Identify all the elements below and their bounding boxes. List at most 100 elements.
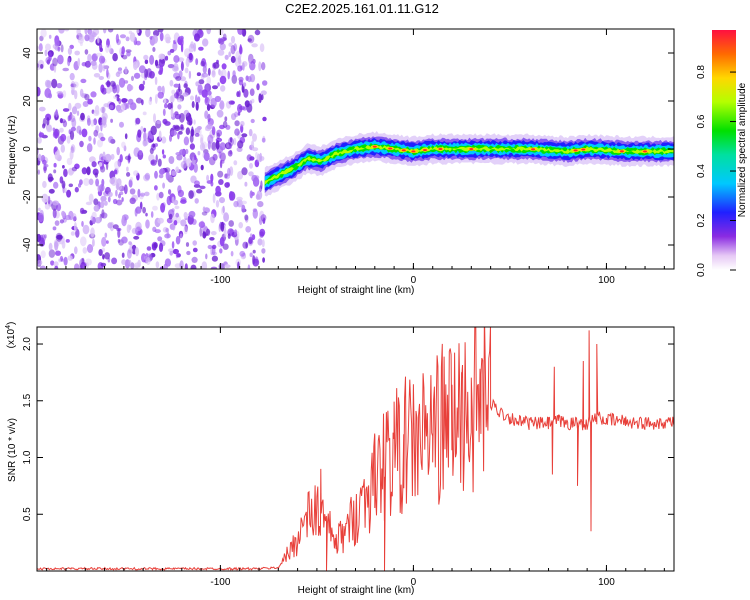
noise-blob — [212, 85, 218, 90]
snr-y-tick-label: 2.0 — [22, 337, 33, 351]
noise-blob — [38, 237, 45, 247]
noise-blob — [261, 248, 266, 254]
noise-blob — [102, 64, 106, 72]
noise-blob — [156, 120, 162, 125]
noise-blob — [202, 38, 209, 47]
snr-x-tick-label: 100 — [598, 577, 615, 588]
noise-blob — [61, 180, 66, 189]
noise-blob — [76, 110, 80, 116]
noise-blob — [220, 221, 225, 232]
noise-blob — [184, 67, 189, 74]
noise-blob — [162, 265, 168, 269]
noise-blob — [179, 233, 183, 239]
noise-blob — [123, 184, 128, 195]
snr-x-axis-label: Height of straight line (km) — [298, 585, 415, 596]
noise-blob — [92, 238, 95, 247]
noise-blob — [250, 118, 255, 124]
noise-blob — [93, 198, 99, 206]
noise-blob — [191, 101, 195, 108]
noise-blob — [211, 255, 218, 262]
noise-blob — [54, 39, 60, 47]
noise-blob — [52, 200, 59, 206]
noise-blob — [172, 65, 179, 72]
noise-blob — [95, 178, 99, 187]
noise-blob — [130, 262, 135, 269]
noise-blob — [238, 222, 243, 229]
noise-blob — [52, 127, 56, 132]
noise-blob — [43, 166, 47, 172]
noise-blob — [80, 261, 87, 269]
noise-blob — [100, 136, 106, 142]
noise-blob — [259, 210, 265, 221]
spectrogram-y-tick-label: 40 — [22, 47, 33, 59]
noise-blob — [228, 42, 233, 47]
noise-blob — [44, 49, 48, 57]
noise-blob — [216, 109, 224, 118]
noise-blob — [198, 79, 205, 85]
noise-blob — [217, 49, 225, 56]
noise-blob — [73, 222, 77, 232]
noise-blob — [52, 131, 60, 139]
noise-blob — [237, 29, 244, 35]
noise-blob — [177, 132, 180, 140]
snr-y-tick-label: 1.0 — [22, 450, 33, 464]
noise-blob — [50, 260, 55, 266]
noise-blob — [56, 83, 63, 89]
noise-blob — [143, 127, 147, 133]
noise-blob — [100, 195, 107, 202]
spectrogram-x-axis-label: Height of straight line (km) — [298, 285, 415, 296]
noise-blob — [164, 121, 171, 126]
noise-blob — [219, 142, 226, 151]
noise-blob — [130, 177, 133, 181]
noise-blob — [188, 70, 192, 79]
noise-blob — [241, 133, 248, 138]
noise-blob — [180, 61, 184, 72]
noise-blob — [224, 264, 231, 269]
noise-blob — [126, 172, 131, 177]
noise-blob — [170, 130, 177, 136]
noise-blob — [88, 178, 94, 186]
colorbar-tick-label: 0.0 — [696, 263, 707, 277]
noise-blob — [95, 217, 102, 224]
noise-blob — [251, 234, 256, 241]
noise-blob — [74, 102, 82, 109]
spectrogram-x-tick-label: -100 — [210, 275, 230, 286]
noise-blob — [91, 62, 98, 70]
noise-blob — [98, 162, 103, 167]
spectrogram-y-axis-label: Frequency (Hz) — [7, 116, 18, 185]
noise-blob — [107, 222, 113, 229]
noise-blob — [197, 151, 201, 156]
noise-blob — [52, 57, 58, 67]
noise-blob — [149, 54, 155, 65]
ridge-peak — [573, 149, 578, 152]
noise-blob — [133, 170, 139, 176]
ridge-peak — [423, 149, 427, 151]
noise-blob — [86, 143, 93, 153]
noise-blob — [103, 29, 107, 34]
noise-blob — [188, 190, 194, 199]
noise-blob — [252, 208, 258, 219]
noise-blob — [185, 242, 190, 247]
noise-blob — [207, 140, 211, 150]
noise-blob — [117, 238, 121, 243]
snr-y-tick-label: 0.5 — [22, 507, 33, 521]
ridge-peak — [388, 147, 393, 150]
noise-blob — [102, 151, 106, 160]
noise-blob — [191, 218, 197, 225]
figure-title: C2E2.2025.161.01.11.G12 — [285, 1, 439, 16]
noise-blob — [162, 226, 169, 233]
noise-blob — [93, 118, 98, 126]
noise-blob — [222, 205, 225, 214]
noise-blob — [239, 250, 246, 257]
noise-blob — [153, 242, 158, 249]
noise-blob — [249, 233, 253, 239]
noise-blob — [251, 43, 258, 48]
noise-blob — [157, 29, 164, 33]
noise-blob — [237, 112, 241, 116]
spectrogram-x-tick-label: 0 — [411, 275, 417, 286]
noise-blob — [207, 67, 211, 76]
noise-blob — [195, 94, 198, 104]
noise-blob — [193, 155, 197, 161]
noise-blob — [165, 36, 172, 41]
noise-blob — [157, 217, 164, 224]
